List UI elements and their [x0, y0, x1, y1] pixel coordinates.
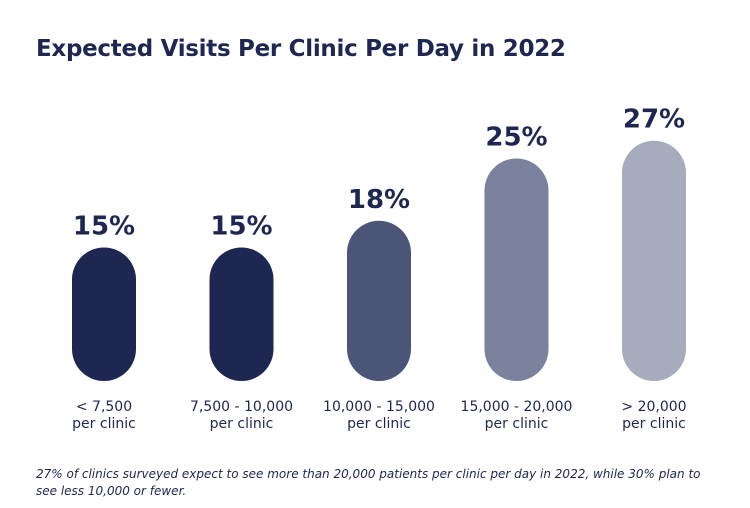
data-label: 27% [623, 105, 685, 135]
data-label: 15% [210, 212, 272, 242]
data-label: 15% [73, 212, 135, 242]
bar [347, 220, 411, 381]
footnote: 27% of clinics surveyed expect to see mo… [36, 467, 701, 498]
bar [622, 140, 686, 381]
category-sublabel: per clinic [485, 416, 549, 432]
chart-title: Expected Visits Per Clinic Per Day in 20… [36, 36, 566, 62]
data-label: 18% [348, 185, 410, 215]
category-sublabel: per clinic [347, 416, 411, 432]
category-label: < 7,500 [76, 399, 132, 415]
category-sublabel: per clinic [210, 416, 274, 432]
category-label: 15,000 - 20,000 [461, 399, 573, 415]
bar [209, 247, 274, 381]
bar [484, 158, 549, 381]
category-label: 7,500 - 10,000 [190, 399, 293, 415]
category-sublabel: per clinic [72, 416, 136, 432]
category-sublabel: per clinic [622, 416, 686, 432]
category-label: 10,000 - 15,000 [323, 399, 435, 415]
bar [72, 247, 136, 381]
category-label: > 20,000 [621, 399, 686, 415]
data-label: 25% [485, 123, 547, 153]
